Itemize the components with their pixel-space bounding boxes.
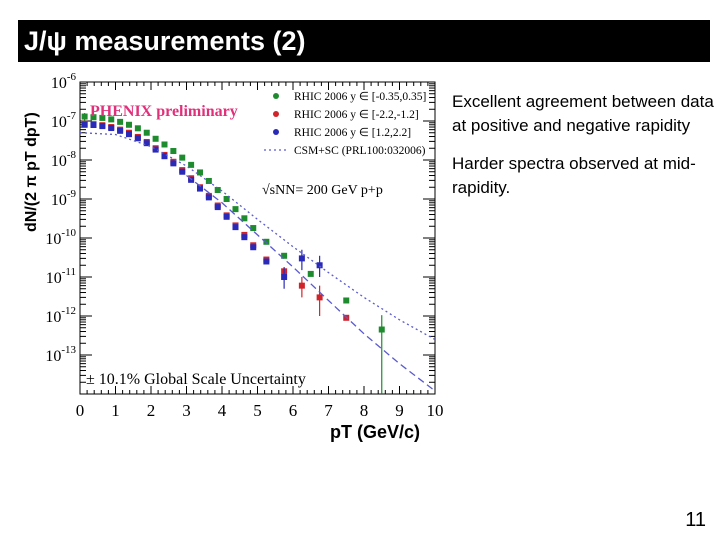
data-point	[117, 118, 124, 125]
annotation-scale-uncertainty: ± 10.1% Global Scale Uncertainty	[86, 371, 306, 388]
y-tick-label: 10-9	[51, 188, 77, 209]
data-point	[298, 255, 305, 262]
data-point	[152, 135, 159, 142]
bullet-list: Excellent agreement between data at posi…	[452, 90, 714, 214]
data-point	[205, 194, 212, 201]
annotation-collaboration: PHENIX preliminary	[90, 103, 238, 120]
data-point	[152, 146, 159, 153]
data-point	[232, 224, 239, 231]
x-tick-label: 4	[218, 401, 227, 420]
y-tick-label: 10-6	[51, 71, 77, 92]
theory-curve-dotted	[80, 132, 435, 341]
x-tick-label: 8	[360, 401, 369, 420]
theory-curve-dashed	[186, 174, 435, 392]
legend-marker	[273, 111, 279, 117]
legend-marker	[273, 129, 279, 135]
data-point	[125, 131, 132, 138]
jpsi-pt-spectrum-chart: 0 1 2 3 4 5 6 7 8 9 10 10-6 10-7 10-8 10-9 10-10 10-11 10…	[23, 71, 444, 442]
y-tick-label: 10-7	[51, 110, 77, 131]
data-point	[170, 148, 177, 155]
data-point	[298, 282, 305, 289]
data-point	[161, 141, 168, 148]
data-point	[250, 244, 257, 251]
data-point	[281, 274, 288, 280]
legend-label: RHIC 2006 y ∈ [-2.2,-1.2]	[294, 109, 419, 121]
data-point	[232, 206, 239, 213]
data-point	[223, 196, 230, 202]
data-point	[90, 121, 97, 128]
legend-label: CSM+SC (PRL100:032006)	[294, 145, 426, 157]
y-tick-label: 10-13	[45, 344, 76, 365]
data-point	[214, 204, 221, 211]
data-point	[81, 121, 88, 128]
y-tick-label: 10-10	[45, 227, 76, 248]
data-point	[214, 187, 221, 194]
bullet-agreement: Excellent agreement between data at posi…	[452, 92, 714, 135]
data-point	[250, 225, 257, 232]
legend-label: RHIC 2006 y ∈ [1.2,2.2]	[294, 127, 411, 139]
data-point	[99, 123, 106, 130]
data-point	[378, 326, 385, 333]
data-point	[143, 129, 150, 136]
data-point	[90, 114, 97, 121]
x-tick-label: 3	[182, 401, 191, 420]
data-point	[108, 125, 115, 132]
data-point	[343, 297, 350, 304]
x-axis-label: pT (GeV/c)	[330, 422, 420, 442]
data-point	[179, 168, 186, 175]
data-point	[223, 213, 230, 220]
data-point	[196, 169, 203, 176]
x-tick-label: 9	[395, 401, 404, 420]
data-point	[117, 127, 124, 134]
data-point	[143, 140, 150, 147]
data-point	[170, 160, 177, 167]
data-point	[161, 153, 168, 160]
data-point	[307, 270, 314, 277]
data-point	[134, 135, 141, 142]
y-tick-label: 10-11	[46, 266, 76, 287]
bullet-harder-spectra: Harder spectra observed at mid-rapidity.	[452, 154, 696, 197]
data-point	[188, 161, 195, 168]
data-point	[179, 154, 186, 161]
y-tick-label: 10-12	[45, 305, 76, 326]
page-number: 11	[685, 509, 706, 531]
legend-marker	[273, 93, 279, 99]
data-point	[316, 262, 323, 269]
data-point	[125, 121, 132, 128]
data-point	[263, 238, 270, 245]
x-tick-label: 1	[111, 401, 120, 420]
x-tick-label: 0	[76, 401, 85, 420]
slide-title: J/ψ measurements (2)	[18, 20, 710, 62]
x-tick-label: 6	[289, 401, 298, 420]
x-tick-label: 7	[324, 401, 333, 420]
annotation-energy: √sNN= 200 GeV p+p	[262, 183, 383, 198]
y-axis-label: dN/(2 π pT dpT)	[23, 112, 40, 232]
data-point	[108, 116, 115, 123]
data-point	[196, 185, 203, 192]
data-point	[99, 114, 106, 121]
legend-label: RHIC 2006 y ∈ [-0.35,0.35]	[294, 91, 426, 103]
data-point	[81, 113, 88, 120]
data-point	[241, 234, 248, 241]
x-tick-label: 10	[427, 401, 444, 420]
data-point	[281, 252, 288, 259]
data-point	[241, 215, 248, 222]
x-tick-label: 2	[147, 401, 156, 420]
data-point	[263, 258, 270, 265]
data-point	[316, 294, 323, 301]
data-point	[134, 125, 141, 132]
y-tick-label: 10-8	[51, 149, 77, 170]
x-tick-label: 5	[253, 401, 262, 420]
